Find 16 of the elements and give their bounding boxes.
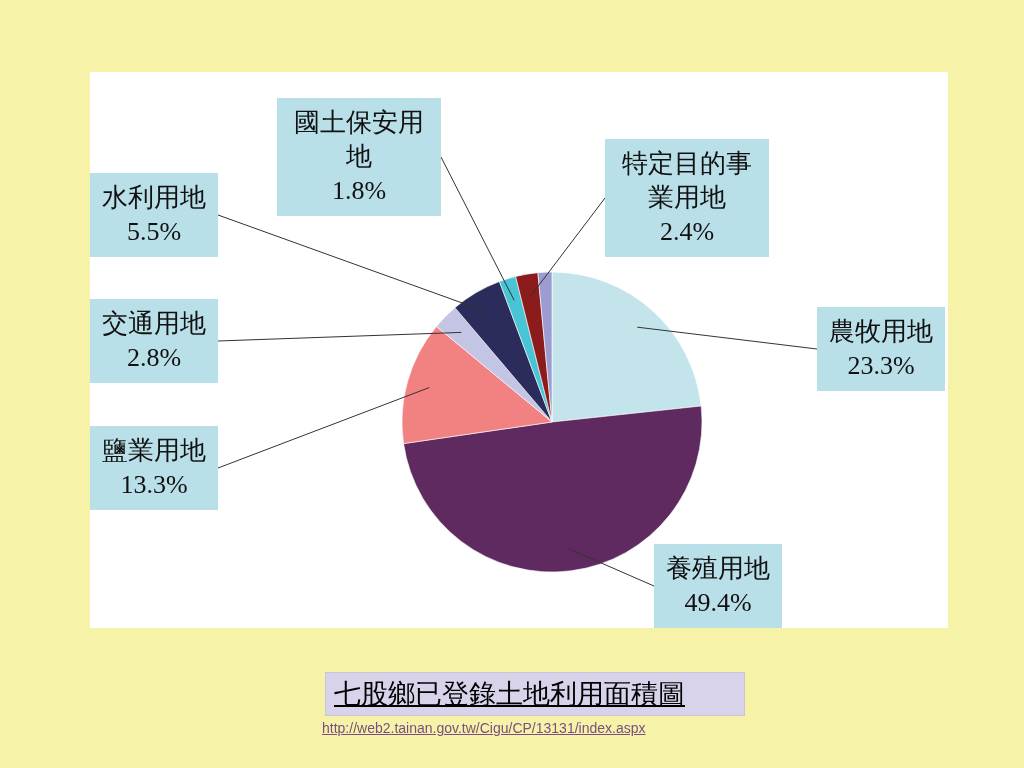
slice-label: 鹽業用地: [102, 435, 206, 467]
data-label: 1.8%: [330, 175, 388, 207]
data-label: 13.3%: [119, 469, 189, 501]
slice-label: 特定目的事業用地: [621, 148, 753, 214]
slice-label: 農牧用地: [829, 316, 933, 348]
slice-label: 水利用地: [102, 182, 206, 214]
annotation: http://web2.tainan.gov.tw/Cigu/CP/13131/index.aspx: [322, 719, 646, 737]
data-label: 2.8%: [125, 342, 183, 374]
slice-label: 交通用地: [102, 308, 206, 340]
title: 七股鄉已登錄土地利用面積圖: [325, 672, 745, 716]
slice-label: 國土保安用地: [293, 107, 425, 173]
data-label: 5.5%: [125, 216, 183, 248]
data-label: 49.4%: [683, 587, 753, 619]
data-label: 2.4%: [658, 216, 716, 248]
slice-label: 養殖用地: [666, 553, 770, 585]
data-label: 23.3%: [846, 350, 916, 382]
